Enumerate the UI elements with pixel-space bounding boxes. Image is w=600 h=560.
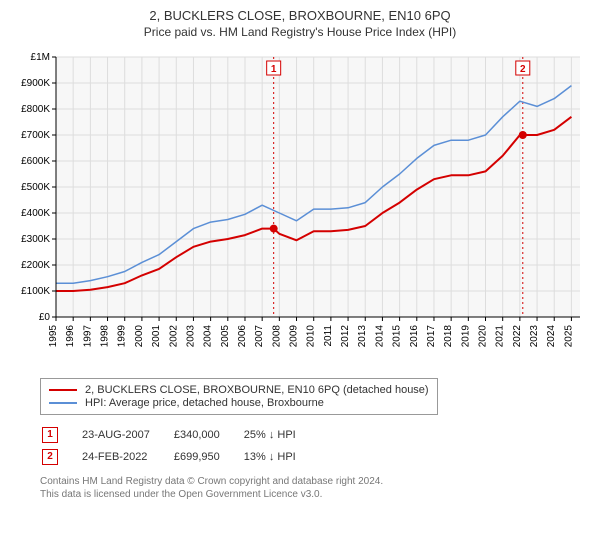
svg-text:2024: 2024 — [546, 325, 557, 348]
legend-swatch — [49, 402, 77, 404]
legend-swatch — [49, 389, 77, 391]
svg-text:2013: 2013 — [357, 325, 368, 348]
svg-text:£0: £0 — [39, 312, 51, 323]
svg-text:£900K: £900K — [21, 78, 50, 89]
svg-text:2005: 2005 — [220, 325, 231, 348]
svg-text:2000: 2000 — [134, 325, 145, 348]
svg-text:£300K: £300K — [21, 234, 50, 245]
svg-text:2011: 2011 — [323, 325, 334, 347]
legend: 2, BUCKLERS CLOSE, BROXBOURNE, EN10 6PQ … — [40, 378, 438, 415]
svg-text:1999: 1999 — [117, 325, 128, 348]
footer-attribution: Contains HM Land Registry data © Crown c… — [40, 475, 590, 501]
sale-price: £699,950 — [174, 447, 242, 467]
svg-text:2022: 2022 — [512, 325, 523, 348]
svg-text:2004: 2004 — [203, 325, 214, 348]
sale-row: 2 24-FEB-2022£699,95013% ↓ HPI — [42, 447, 318, 467]
svg-text:1997: 1997 — [82, 325, 93, 348]
sale-row: 1 23-AUG-2007£340,00025% ↓ HPI — [42, 425, 318, 445]
sale-marker: 1 — [42, 427, 58, 443]
chart-area: £0 £100K £200K £300K £400K £500K £600K £700K £80… — [10, 47, 590, 370]
svg-text:2003: 2003 — [185, 325, 196, 348]
svg-text:2021: 2021 — [495, 325, 506, 348]
svg-text:2009: 2009 — [289, 325, 300, 348]
svg-text:£600K: £600K — [21, 156, 50, 167]
svg-text:2014: 2014 — [374, 325, 385, 348]
svg-text:2018: 2018 — [443, 325, 454, 348]
svg-text:£800K: £800K — [21, 104, 50, 115]
sale-delta: 25% ↓ HPI — [244, 425, 318, 445]
chart-title: 2, BUCKLERS CLOSE, BROXBOURNE, EN10 6PQ — [10, 8, 590, 23]
legend-row: 2, BUCKLERS CLOSE, BROXBOURNE, EN10 6PQ … — [49, 384, 429, 396]
sale-marker: 2 — [42, 449, 58, 465]
svg-text:2023: 2023 — [529, 325, 540, 348]
svg-text:2015: 2015 — [392, 325, 403, 348]
svg-text:2017: 2017 — [426, 325, 437, 348]
svg-text:2010: 2010 — [306, 325, 317, 348]
svg-text:£200K: £200K — [21, 260, 50, 271]
sale-date: 23-AUG-2007 — [82, 425, 172, 445]
svg-text:£100K: £100K — [21, 286, 50, 297]
legend-row: HPI: Average price, detached house, Brox… — [49, 397, 429, 409]
svg-text:2012: 2012 — [340, 325, 351, 348]
svg-text:2020: 2020 — [478, 325, 489, 348]
svg-text:2016: 2016 — [409, 325, 420, 348]
sale-delta: 13% ↓ HPI — [244, 447, 318, 467]
legend-label: 2, BUCKLERS CLOSE, BROXBOURNE, EN10 6PQ … — [85, 384, 429, 396]
svg-text:2019: 2019 — [460, 325, 471, 348]
footer-line-2: This data is licensed under the Open Gov… — [40, 488, 590, 501]
svg-text:£500K: £500K — [21, 182, 50, 193]
svg-text:£700K: £700K — [21, 130, 50, 141]
svg-text:1996: 1996 — [65, 325, 76, 348]
footer-line-1: Contains HM Land Registry data © Crown c… — [40, 475, 590, 488]
svg-text:2006: 2006 — [237, 325, 248, 348]
svg-text:1998: 1998 — [100, 325, 111, 348]
svg-text:2002: 2002 — [168, 325, 179, 348]
line-chart: £0 £100K £200K £300K £400K £500K £600K £700K £80… — [10, 47, 590, 367]
svg-text:2001: 2001 — [151, 325, 162, 348]
svg-text:£1M: £1M — [31, 52, 50, 63]
svg-text:2: 2 — [520, 64, 526, 75]
svg-text:1995: 1995 — [48, 325, 59, 348]
sale-price: £340,000 — [174, 425, 242, 445]
svg-text:£400K: £400K — [21, 208, 50, 219]
sale-date: 24-FEB-2022 — [82, 447, 172, 467]
sales-table: 1 23-AUG-2007£340,00025% ↓ HPI 2 24-FEB-202… — [40, 423, 320, 469]
svg-text:2007: 2007 — [254, 325, 265, 348]
svg-text:1: 1 — [271, 64, 277, 75]
svg-text:2025: 2025 — [563, 325, 574, 348]
legend-label: HPI: Average price, detached house, Brox… — [85, 397, 324, 409]
svg-text:2008: 2008 — [271, 325, 282, 348]
chart-subtitle: Price paid vs. HM Land Registry's House … — [10, 25, 590, 39]
